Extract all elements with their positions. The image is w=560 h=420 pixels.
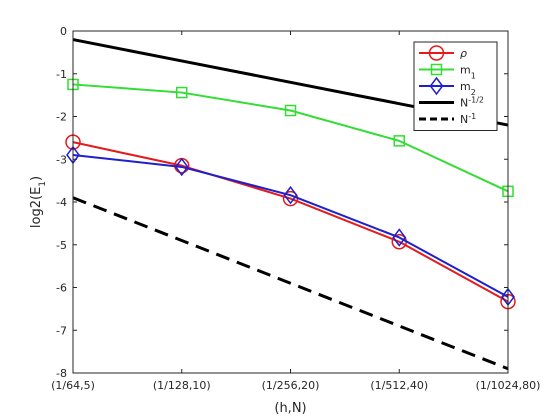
legend-entry: m2 xyxy=(419,76,476,97)
x-tick-label: (1/1024,80) xyxy=(476,379,541,392)
data-point xyxy=(392,228,407,247)
series-line xyxy=(72,153,509,298)
series-layer xyxy=(65,38,516,371)
legend-label: m1 xyxy=(460,64,476,81)
series-N1 xyxy=(72,196,509,371)
legend-label: ρ xyxy=(460,47,467,60)
legend-label: N-1 xyxy=(460,112,476,127)
legend-marker xyxy=(429,76,444,96)
series-line xyxy=(72,83,509,193)
data-point xyxy=(284,104,297,117)
x-tick-label: (1/512,40) xyxy=(370,379,428,392)
y-axis-label: log2(E1) xyxy=(29,176,48,228)
y-tick-label: 0 xyxy=(60,25,67,38)
data-point xyxy=(283,185,298,205)
legend-entry: N-1/2 xyxy=(419,95,484,110)
data-point xyxy=(174,157,189,177)
y-axis-label-subscript: 1 xyxy=(38,181,48,187)
y-tick-label: -7 xyxy=(56,324,67,337)
x-tick-label: (1/256,20) xyxy=(262,379,320,392)
legend-label: N-1/2 xyxy=(460,95,484,110)
y-axis-label-end: ) xyxy=(29,176,44,181)
series-line xyxy=(72,141,509,303)
y-tick-label: -2 xyxy=(56,111,67,124)
y-tick-label: -4 xyxy=(56,196,67,209)
legend-box xyxy=(413,41,498,131)
legend-entry: ρ xyxy=(419,45,467,61)
legend-marker xyxy=(428,45,445,61)
x-tick-label: (1/64,5) xyxy=(51,379,95,392)
x-tick-label: (1/128,10) xyxy=(153,379,211,392)
y-tick-label: -3 xyxy=(56,153,67,166)
legend-entry: m1 xyxy=(419,63,476,81)
series-m1 xyxy=(67,78,514,198)
y-ticks: 0 -1 -2 -3 -4 -5 -6 -7 -8 xyxy=(56,25,508,380)
legend-marker xyxy=(430,63,443,76)
y-tick-label: -6 xyxy=(56,282,67,295)
x-axis-label: (h,N) xyxy=(274,401,306,416)
y-tick-label: -5 xyxy=(56,239,67,252)
series-line xyxy=(72,196,509,371)
y-axis-label-main: log2(E xyxy=(29,187,44,228)
legend-entry: N-1 xyxy=(419,112,476,127)
y-tick-label: -1 xyxy=(56,68,67,81)
x-ticks: (1/64,5) (1/128,10) (1/256,20) (1/512,40) (1… xyxy=(51,31,540,392)
y-tick-label: -8 xyxy=(56,367,67,380)
legend-label: m2 xyxy=(460,80,476,97)
data-point xyxy=(393,135,405,147)
data-point xyxy=(176,86,188,99)
